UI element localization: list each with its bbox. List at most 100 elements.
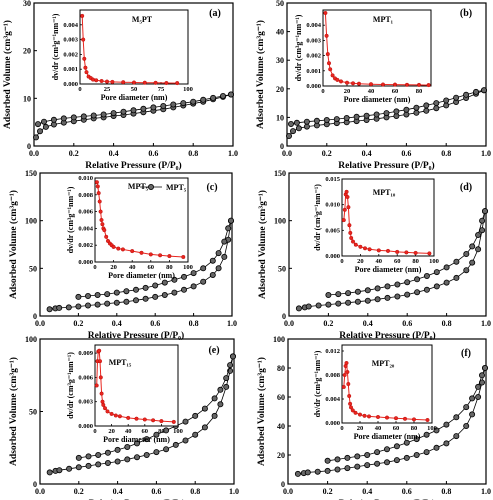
- isotherm-point: [463, 267, 470, 274]
- isotherm-point: [192, 412, 199, 419]
- isotherm-point: [182, 437, 189, 444]
- pore-distribution-point: [104, 79, 109, 84]
- pore-distribution-point: [351, 239, 356, 244]
- isotherm-point: [354, 463, 361, 470]
- isotherm-point: [453, 414, 460, 421]
- isotherm-point: [463, 250, 470, 257]
- isotherm-point: [95, 461, 102, 468]
- inset-y-tick-label: 0.002: [63, 51, 78, 58]
- pore-distribution-point: [164, 80, 169, 85]
- isotherm-point: [66, 465, 73, 472]
- pore-distribution-point: [328, 67, 333, 72]
- x-tick-label: 0.8: [442, 319, 452, 328]
- x-tick-label: 0.0: [282, 149, 292, 158]
- x-axis-label: Relative Pressure (P/P₀): [85, 160, 181, 171]
- sample-label: MPT₅: [128, 182, 149, 191]
- isotherm-point: [403, 454, 410, 461]
- x-tick-label: 1.0: [481, 149, 491, 158]
- x-tick-label: 0.2: [323, 319, 333, 328]
- pore-distribution-point: [394, 416, 399, 421]
- y-tick-label: 40: [276, 28, 284, 37]
- inset-y-tick-label: 0.000: [325, 253, 340, 260]
- isotherm-point: [414, 289, 421, 296]
- isotherm-point: [190, 270, 197, 277]
- isotherm-point: [85, 292, 92, 299]
- y-tick-label: 0: [33, 312, 37, 321]
- isotherm-point: [469, 411, 476, 418]
- isotherm-point: [124, 443, 131, 450]
- isotherm-point: [443, 97, 450, 104]
- isotherm-point: [113, 299, 120, 306]
- panel-label: (f): [461, 348, 471, 359]
- isotherm-point: [104, 449, 111, 456]
- isotherm-point: [383, 110, 390, 117]
- inset-frame: [94, 177, 189, 263]
- isotherm-point: [324, 467, 331, 474]
- x-axis-label: Relative Pressure (P/P₀): [339, 330, 435, 341]
- inset-x-axis-label: Pore diameter (nm): [103, 435, 170, 444]
- isotherm-point: [94, 301, 101, 308]
- isotherm-point: [335, 300, 342, 307]
- isotherm-point: [124, 456, 131, 463]
- y-tick-label: 100: [25, 217, 37, 226]
- isotherm-point: [334, 456, 341, 463]
- inset-frame: [94, 344, 179, 427]
- pore-distribution-point: [346, 382, 351, 387]
- pore-distribution-point: [94, 180, 99, 185]
- isotherm-line-adsorption: [35, 94, 232, 138]
- inset-x-tick-label: 0: [321, 88, 324, 95]
- isotherm-point: [469, 243, 476, 250]
- sample-label: M₅PT: [132, 15, 153, 24]
- isotherm-point: [384, 283, 391, 290]
- inset-y-tick-label: 0.004: [325, 396, 340, 403]
- isotherm-point: [364, 297, 371, 304]
- inset-x-tick-label: 40: [375, 425, 382, 432]
- inset-x-tick-label: 60: [392, 88, 399, 95]
- isotherm-point: [413, 109, 420, 116]
- inset-chart: 0 25 50 75 100 0.000 0.001 0.002 0.003 0.004 Pore …: [51, 9, 193, 102]
- inset-x-axis-label: Pore diameter (nm): [108, 271, 175, 280]
- isotherm-point: [200, 265, 207, 272]
- inset-y-tick-label: 0.012: [325, 348, 340, 355]
- pore-distribution-point: [81, 37, 86, 42]
- isotherm-point: [221, 238, 228, 245]
- sample-label: MPT₂₀: [372, 359, 395, 368]
- pore-distribution-point: [425, 418, 430, 423]
- pore-distribution-point: [97, 359, 102, 364]
- isotherm-point: [210, 94, 217, 101]
- isotherm-point: [423, 286, 430, 293]
- pore-distribution-point: [97, 348, 102, 353]
- inset-y-tick-label: 0.003: [78, 399, 93, 406]
- inset-y-tick-label: 0.000: [78, 259, 93, 266]
- pore-distribution-point: [105, 409, 110, 414]
- inset-y-tick-label: 0.002: [306, 53, 321, 60]
- inset-x-tick-label: 100: [183, 264, 193, 271]
- x-axis-label: Relative Pressure (P/P₀): [88, 330, 184, 341]
- pore-distribution-point: [120, 247, 125, 252]
- x-tick-label: 0.6: [401, 149, 411, 158]
- sample-label: MPT₁₅: [109, 358, 132, 367]
- isotherm-point: [314, 468, 321, 475]
- chart-panel-6: 0.0 0.2 0.4 0.6 0.8 1.0 0 20 40 60 80 100 Relative P…: [256, 335, 491, 500]
- pore-distribution-point: [427, 251, 432, 256]
- pore-distribution-point: [426, 83, 431, 88]
- inset-x-tick-label: 20: [357, 258, 364, 265]
- pore-distribution-point: [153, 80, 158, 85]
- pore-distribution-point: [327, 61, 332, 66]
- y-tick-label: 0: [33, 480, 37, 489]
- isotherm-point: [334, 466, 341, 473]
- inset-x-axis-label: Pore diameter (nm): [344, 95, 411, 104]
- isotherm-point: [343, 115, 350, 122]
- pore-distribution-point: [80, 13, 85, 18]
- pore-distribution-point: [345, 194, 350, 199]
- pore-distribution-point: [413, 250, 418, 255]
- pore-distribution-point: [358, 244, 363, 249]
- isotherm-point: [217, 386, 224, 393]
- inset-x-tick-label: 60: [394, 258, 401, 265]
- y-tick-label: 0: [282, 312, 286, 321]
- isotherm-point: [374, 285, 381, 292]
- isotherm-point: [345, 299, 352, 306]
- pore-distribution-point: [167, 254, 172, 259]
- x-tick-label: 0.4: [363, 319, 373, 328]
- pore-distribution-point: [151, 418, 156, 423]
